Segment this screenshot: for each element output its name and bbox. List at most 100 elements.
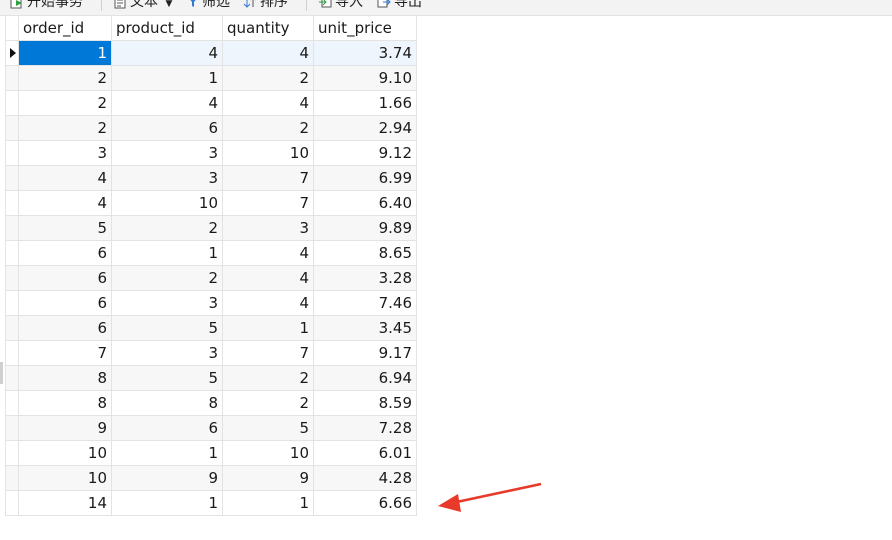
quantity-cell[interactable]: 2 (222, 115, 314, 141)
row-indicator[interactable] (5, 490, 19, 516)
unit-price-cell[interactable]: 9.89 (313, 215, 417, 241)
product-id-cell[interactable]: 2 (111, 265, 223, 291)
quantity-cell[interactable]: 5 (222, 415, 314, 441)
table-row[interactable]: 4 3 7 6.99 (5, 165, 417, 191)
quantity-cell[interactable]: 2 (222, 65, 314, 91)
row-indicator[interactable] (5, 240, 19, 266)
table-row[interactable]: 10 9 9 4.28 (5, 465, 417, 491)
row-indicator[interactable] (5, 315, 19, 341)
product-id-cell[interactable]: 1 (111, 440, 223, 466)
quantity-cell[interactable]: 1 (222, 490, 314, 516)
sort-button[interactable]: 排序 (243, 0, 288, 15)
unit-price-cell[interactable]: 9.17 (313, 340, 417, 366)
product-id-cell[interactable]: 5 (111, 365, 223, 391)
quantity-cell[interactable]: 2 (222, 390, 314, 416)
quantity-cell[interactable]: 7 (222, 340, 314, 366)
order-id-cell[interactable]: 14 (18, 490, 112, 516)
table-row[interactable]: 6 1 4 8.65 (5, 240, 417, 266)
unit-price-cell[interactable]: 6.01 (313, 440, 417, 466)
unit-price-cell[interactable]: 7.28 (313, 415, 417, 441)
order-id-cell[interactable]: 6 (18, 315, 112, 341)
unit-price-cell[interactable]: 3.45 (313, 315, 417, 341)
product-id-cell[interactable]: 3 (111, 140, 223, 166)
order-id-cell[interactable]: 4 (18, 190, 112, 216)
import-button[interactable]: 导入 (318, 0, 363, 15)
quantity-cell[interactable]: 4 (222, 90, 314, 116)
unit-price-cell[interactable]: 9.10 (313, 65, 417, 91)
unit-price-cell[interactable]: 7.46 (313, 290, 417, 316)
product-id-cell[interactable]: 4 (111, 90, 223, 116)
table-row[interactable]: 8 5 2 6.94 (5, 365, 417, 391)
row-indicator[interactable] (5, 415, 19, 441)
product-id-cell[interactable]: 9 (111, 465, 223, 491)
order-id-cell[interactable]: 5 (18, 215, 112, 241)
order-id-cell[interactable]: 2 (18, 115, 112, 141)
unit-price-cell[interactable]: 8.65 (313, 240, 417, 266)
order-id-cell[interactable]: 2 (18, 65, 112, 91)
product-id-cell[interactable]: 5 (111, 315, 223, 341)
row-indicator[interactable] (5, 190, 19, 216)
order-id-cell[interactable]: 10 (18, 465, 112, 491)
quantity-cell[interactable]: 10 (222, 440, 314, 466)
quantity-cell[interactable]: 1 (222, 315, 314, 341)
unit-price-cell[interactable]: 2.94 (313, 115, 417, 141)
order-id-cell[interactable]: 8 (18, 390, 112, 416)
column-header-product-id[interactable]: product_id (111, 15, 223, 41)
row-indicator[interactable] (5, 390, 19, 416)
quantity-cell[interactable]: 7 (222, 165, 314, 191)
row-indicator[interactable] (5, 440, 19, 466)
table-row[interactable]: 4 10 7 6.40 (5, 190, 417, 216)
unit-price-cell[interactable]: 3.28 (313, 265, 417, 291)
table-row[interactable]: 8 8 2 8.59 (5, 390, 417, 416)
table-row[interactable]: 7 3 7 9.17 (5, 340, 417, 366)
row-indicator[interactable] (5, 465, 19, 491)
order-id-cell[interactable]: 8 (18, 365, 112, 391)
table-row[interactable]: 2 4 4 1.66 (5, 90, 417, 116)
unit-price-cell[interactable]: 1.66 (313, 90, 417, 116)
quantity-cell[interactable]: 7 (222, 190, 314, 216)
product-id-cell[interactable]: 4 (111, 40, 223, 66)
text-view-button[interactable]: 文本 ▼ (113, 0, 172, 15)
product-id-cell[interactable]: 8 (111, 390, 223, 416)
begin-transaction-button[interactable]: 开始事务 (10, 0, 83, 15)
table-row[interactable]: 2 6 2 2.94 (5, 115, 417, 141)
product-id-cell[interactable]: 6 (111, 415, 223, 441)
column-header-unit-price[interactable]: unit_price (313, 15, 417, 41)
order-id-cell[interactable]: 1 (18, 40, 112, 66)
unit-price-cell[interactable]: 9.12 (313, 140, 417, 166)
quantity-cell[interactable]: 10 (222, 140, 314, 166)
unit-price-cell[interactable]: 6.94 (313, 365, 417, 391)
table-row[interactable]: 14 1 1 6.66 (5, 490, 417, 516)
table-row[interactable]: 9 6 5 7.28 (5, 415, 417, 441)
table-row[interactable]: 6 5 1 3.45 (5, 315, 417, 341)
order-id-cell[interactable]: 6 (18, 240, 112, 266)
product-id-cell[interactable]: 1 (111, 65, 223, 91)
row-indicator[interactable] (5, 140, 19, 166)
quantity-cell[interactable]: 4 (222, 240, 314, 266)
unit-price-cell[interactable]: 6.99 (313, 165, 417, 191)
unit-price-cell[interactable]: 6.40 (313, 190, 417, 216)
row-indicator[interactable] (5, 265, 19, 291)
row-indicator[interactable] (5, 90, 19, 116)
table-row[interactable]: 5 2 3 9.89 (5, 215, 417, 241)
row-indicator[interactable] (5, 40, 19, 66)
product-id-cell[interactable]: 3 (111, 165, 223, 191)
column-header-quantity[interactable]: quantity (222, 15, 314, 41)
unit-price-cell[interactable]: 6.66 (313, 490, 417, 516)
row-indicator[interactable] (5, 65, 19, 91)
filter-button[interactable]: 筛选 (187, 0, 230, 15)
quantity-cell[interactable]: 2 (222, 365, 314, 391)
row-indicator[interactable] (5, 165, 19, 191)
order-id-cell[interactable]: 9 (18, 415, 112, 441)
table-row[interactable]: 3 3 10 9.12 (5, 140, 417, 166)
order-id-cell[interactable]: 7 (18, 340, 112, 366)
export-button[interactable]: 导出 (377, 0, 422, 15)
table-row[interactable]: 10 1 10 6.01 (5, 440, 417, 466)
quantity-cell[interactable]: 9 (222, 465, 314, 491)
order-id-cell[interactable]: 6 (18, 265, 112, 291)
chevron-down-icon[interactable]: ▼ (165, 0, 173, 9)
order-id-cell[interactable]: 6 (18, 290, 112, 316)
table-row[interactable]: 6 3 4 7.46 (5, 290, 417, 316)
table-row[interactable]: 2 1 2 9.10 (5, 65, 417, 91)
product-id-cell[interactable]: 3 (111, 290, 223, 316)
